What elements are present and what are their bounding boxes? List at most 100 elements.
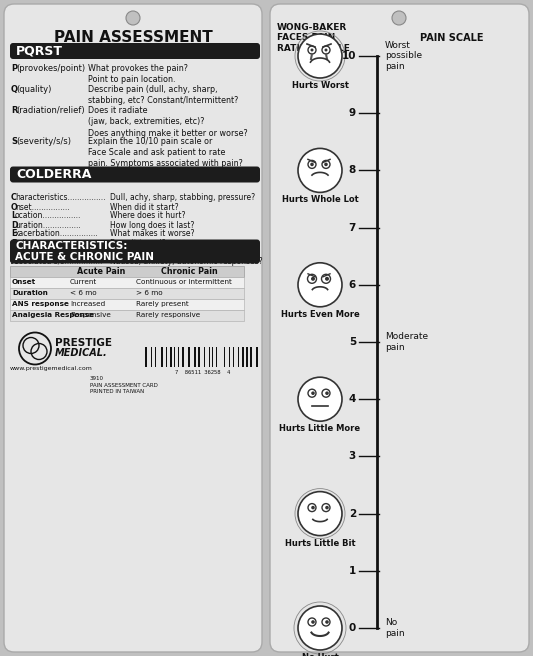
Text: (quality): (quality) xyxy=(16,85,51,94)
Text: ocation................: ocation................ xyxy=(15,211,82,220)
Text: 6: 6 xyxy=(349,280,356,290)
Bar xyxy=(224,346,225,367)
Bar xyxy=(229,346,230,367)
Text: 5: 5 xyxy=(349,337,356,347)
Text: (provokes/point): (provokes/point) xyxy=(16,64,85,73)
Bar xyxy=(10,298,244,310)
Text: When did it start? Provoking factors?: When did it start? Provoking factors? xyxy=(88,167,236,176)
Text: E: E xyxy=(11,230,17,239)
Text: Increased: Increased xyxy=(70,301,105,307)
Bar xyxy=(256,346,257,367)
FancyBboxPatch shape xyxy=(10,167,260,182)
Text: R: R xyxy=(11,106,18,115)
Text: CHARACTERISTICS:
ACUTE & CHRONIC PAIN: CHARACTERISTICS: ACUTE & CHRONIC PAIN xyxy=(15,241,154,262)
Text: Acute Pain: Acute Pain xyxy=(77,266,125,276)
Text: PQRST: PQRST xyxy=(16,45,63,58)
Text: PAIN ASSESSMENT: PAIN ASSESSMENT xyxy=(54,30,212,45)
Text: When did it start?: When did it start? xyxy=(110,203,179,211)
Circle shape xyxy=(308,618,316,626)
Bar xyxy=(171,346,172,367)
Text: O: O xyxy=(11,203,18,211)
Text: Analgesia Response: Analgesia Response xyxy=(12,312,94,318)
FancyBboxPatch shape xyxy=(10,239,260,264)
Text: haracteristics................: haracteristics................ xyxy=(15,194,106,203)
Text: Rarely responsive: Rarely responsive xyxy=(136,312,200,318)
Bar xyxy=(174,346,175,367)
Text: Does it travel?: Does it travel? xyxy=(110,239,166,247)
Bar xyxy=(194,346,196,367)
Text: Hurts Little More: Hurts Little More xyxy=(279,424,360,433)
Text: ANS response: ANS response xyxy=(12,301,69,307)
Text: What provokes the pain?
Point to pain location.: What provokes the pain? Point to pain lo… xyxy=(88,64,188,85)
Text: What provides relief?: What provides relief? xyxy=(110,247,191,256)
Text: Hurts Little Bit: Hurts Little Bit xyxy=(285,539,356,548)
Text: < 6 mo: < 6 mo xyxy=(70,290,96,296)
Text: 0: 0 xyxy=(349,623,356,633)
Text: A: A xyxy=(11,256,17,266)
Text: Hurts Even More: Hurts Even More xyxy=(281,310,359,319)
Text: 10: 10 xyxy=(342,51,356,61)
Text: Dull, achy, sharp, stabbing, pressure?: Dull, achy, sharp, stabbing, pressure? xyxy=(110,194,255,203)
Circle shape xyxy=(126,11,140,25)
Text: Q: Q xyxy=(11,85,18,94)
Circle shape xyxy=(308,504,316,512)
Text: adiation................: adiation................ xyxy=(15,239,85,247)
Circle shape xyxy=(325,506,329,510)
Circle shape xyxy=(325,49,327,52)
Bar xyxy=(151,346,152,367)
Bar xyxy=(198,346,200,367)
Text: No Hurt: No Hurt xyxy=(302,653,338,656)
Bar xyxy=(155,346,156,367)
Circle shape xyxy=(298,263,342,307)
Bar xyxy=(238,346,239,367)
Text: No
pain: No pain xyxy=(385,619,405,638)
Circle shape xyxy=(298,377,342,421)
Text: www.prestigemedical.com: www.prestigemedical.com xyxy=(10,366,93,371)
Text: > 6 mo: > 6 mo xyxy=(136,290,163,296)
Bar xyxy=(188,346,190,367)
Circle shape xyxy=(308,161,316,169)
Circle shape xyxy=(310,163,314,166)
Circle shape xyxy=(322,46,330,54)
Circle shape xyxy=(311,392,315,395)
Text: 7: 7 xyxy=(349,222,356,233)
Circle shape xyxy=(298,148,342,192)
Text: (severity/s/s): (severity/s/s) xyxy=(16,136,71,146)
Text: 4: 4 xyxy=(349,394,356,404)
Bar xyxy=(233,346,235,367)
Text: L: L xyxy=(11,211,16,220)
Text: D: D xyxy=(11,220,18,230)
Text: Does it radiate
(jaw, back, extremities, etc)?
Does anything make it better or w: Does it radiate (jaw, back, extremities,… xyxy=(88,106,248,138)
Text: R: R xyxy=(11,247,17,256)
Text: S: S xyxy=(11,136,17,146)
Text: ssociated s/s................: ssociated s/s................ xyxy=(15,256,102,266)
Circle shape xyxy=(392,11,406,25)
FancyBboxPatch shape xyxy=(4,4,262,652)
Bar xyxy=(10,287,244,298)
Text: Duration: Duration xyxy=(12,290,48,296)
Bar xyxy=(251,346,253,367)
Bar xyxy=(242,346,244,367)
Bar xyxy=(216,346,217,367)
Text: Continuous or intermittent: Continuous or intermittent xyxy=(136,279,232,285)
Circle shape xyxy=(325,392,329,395)
Bar xyxy=(10,276,244,287)
Circle shape xyxy=(322,389,330,397)
Text: 2: 2 xyxy=(349,508,356,519)
Text: Describe pain (dull, achy, sharp,
stabbing, etc? Constant/Intermittent?: Describe pain (dull, achy, sharp, stabbi… xyxy=(88,85,238,106)
Bar xyxy=(205,346,206,367)
Circle shape xyxy=(308,46,316,54)
Text: MEDICAL.: MEDICAL. xyxy=(55,348,108,358)
Text: uration................: uration................ xyxy=(15,220,81,230)
Text: Moderate
pain: Moderate pain xyxy=(385,333,428,352)
Bar xyxy=(246,346,248,367)
Circle shape xyxy=(325,620,329,624)
Bar xyxy=(161,346,163,367)
Text: (time/onset): (time/onset) xyxy=(16,167,68,176)
FancyBboxPatch shape xyxy=(270,4,529,652)
Text: 8: 8 xyxy=(349,165,356,175)
Circle shape xyxy=(322,618,330,626)
Circle shape xyxy=(308,389,316,397)
Circle shape xyxy=(325,277,329,281)
Bar xyxy=(145,346,147,367)
